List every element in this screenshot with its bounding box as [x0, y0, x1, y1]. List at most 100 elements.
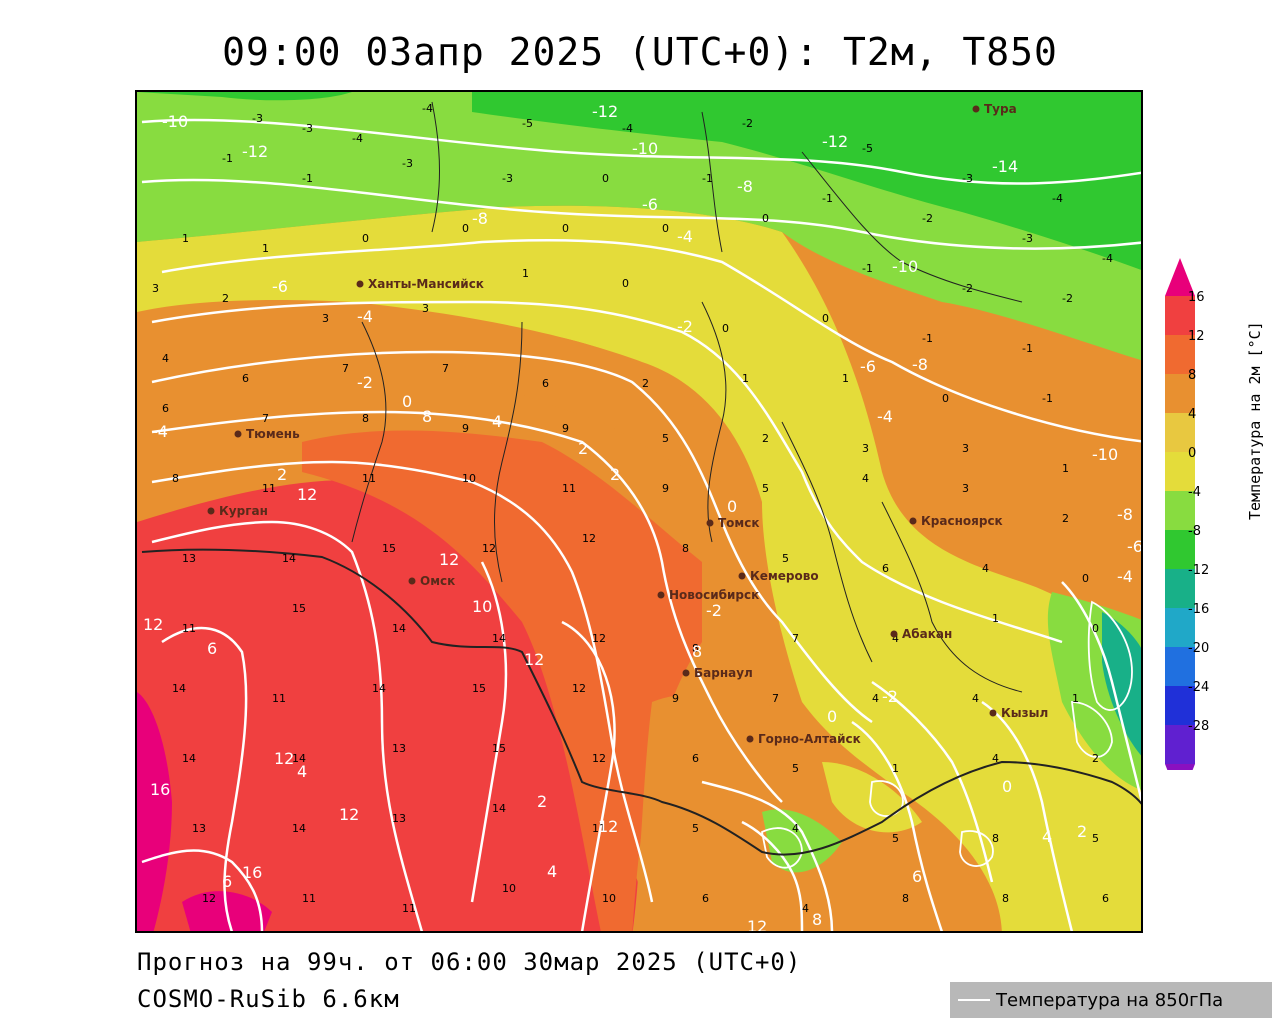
city-label: Абакан	[902, 627, 952, 641]
city-label: Омск	[420, 574, 455, 588]
svg-text:-4: -4	[1117, 567, 1133, 586]
colorbar-tick-label: -28	[1188, 719, 1210, 734]
city-dot	[657, 591, 665, 599]
svg-text:14: 14	[392, 622, 406, 635]
city-label: Красноярск	[921, 514, 1003, 528]
svg-text:2: 2	[277, 465, 287, 484]
colorbar-segment	[1165, 569, 1195, 608]
svg-text:12: 12	[592, 632, 606, 645]
svg-text:-3: -3	[962, 172, 973, 185]
colorbar-tick-label: 16	[1188, 290, 1205, 305]
svg-text:12: 12	[598, 817, 618, 836]
svg-text:7: 7	[792, 632, 799, 645]
svg-text:12: 12	[297, 485, 317, 504]
svg-text:10: 10	[462, 472, 476, 485]
svg-text:5: 5	[692, 822, 699, 835]
svg-text:-12: -12	[242, 142, 268, 161]
svg-text:6: 6	[242, 372, 249, 385]
svg-text:-10: -10	[162, 112, 188, 131]
svg-text:5: 5	[662, 432, 669, 445]
svg-text:-4: -4	[357, 307, 373, 326]
colorbar-segment	[1165, 530, 1195, 569]
svg-text:9: 9	[462, 422, 469, 435]
svg-text:1: 1	[182, 232, 189, 245]
svg-text:14: 14	[372, 682, 386, 695]
svg-text:11: 11	[362, 472, 376, 485]
svg-text:12: 12	[524, 650, 544, 669]
city-label: Ханты-Мансийск	[368, 277, 484, 291]
city-dot	[890, 630, 898, 638]
svg-text:4: 4	[1042, 827, 1052, 846]
svg-text:-2: -2	[357, 373, 373, 392]
svg-text:1: 1	[992, 612, 999, 625]
svg-text:0: 0	[942, 392, 949, 405]
svg-text:-2: -2	[677, 317, 693, 336]
colorbar-title: Температура на 2м [°C]	[1246, 321, 1264, 520]
svg-text:14: 14	[282, 552, 296, 565]
svg-text:12: 12	[747, 917, 767, 931]
temperature-field: -3 -3 -4 -4 -5 -4 -2 -5 -3 -4 -1 -1 -3 -3 0 -1 -1 -2 -3 -4…	[137, 92, 1141, 931]
city-dot	[356, 280, 364, 288]
forecast-map[interactable]: -3 -3 -4 -4 -5 -4 -2 -5 -3 -4 -1 -1 -3 -3 0 -1 -1 -2 -3 -4…	[135, 90, 1143, 933]
svg-text:-6: -6	[1127, 537, 1141, 556]
legend-box: Температура на 850гПа	[950, 982, 1272, 1018]
svg-text:14: 14	[172, 682, 186, 695]
svg-text:-4: -4	[622, 122, 633, 135]
svg-text:0: 0	[1092, 622, 1099, 635]
svg-text:8: 8	[682, 542, 689, 555]
svg-text:14: 14	[492, 802, 506, 815]
svg-text:12: 12	[572, 682, 586, 695]
svg-text:3: 3	[962, 442, 969, 455]
svg-text:4: 4	[492, 412, 502, 431]
svg-text:-5: -5	[522, 117, 533, 130]
svg-text:3: 3	[862, 442, 869, 455]
isotherm-lines	[141, 118, 1141, 931]
svg-text:8: 8	[362, 412, 369, 425]
svg-text:2: 2	[537, 792, 547, 811]
svg-text:3: 3	[962, 482, 969, 495]
svg-text:8: 8	[1002, 892, 1009, 905]
svg-text:4: 4	[892, 632, 899, 645]
svg-text:7: 7	[262, 412, 269, 425]
colorbar-tick-label: -20	[1188, 641, 1210, 656]
svg-text:12: 12	[339, 805, 359, 824]
svg-text:15: 15	[382, 542, 396, 555]
svg-text:-3: -3	[402, 157, 413, 170]
svg-text:10: 10	[602, 892, 616, 905]
svg-text:1: 1	[522, 267, 529, 280]
svg-text:6: 6	[162, 402, 169, 415]
svg-text:12: 12	[274, 749, 294, 768]
svg-text:8: 8	[172, 472, 179, 485]
svg-text:13: 13	[192, 822, 206, 835]
svg-text:14: 14	[182, 752, 196, 765]
legend-label: Температура на 850гПа	[996, 989, 1224, 1011]
svg-text:8: 8	[422, 407, 432, 426]
svg-text:-1: -1	[702, 172, 713, 185]
svg-text:15: 15	[492, 742, 506, 755]
svg-text:11: 11	[562, 482, 576, 495]
svg-text:14: 14	[492, 632, 506, 645]
svg-text:8: 8	[812, 910, 822, 929]
svg-text:-8: -8	[912, 355, 928, 374]
svg-text:-4: -4	[1102, 252, 1113, 265]
city-label: Кемерово	[750, 569, 819, 583]
city-dot	[909, 517, 917, 525]
colorbar-tick-label: -16	[1188, 602, 1210, 617]
city-dot	[682, 669, 690, 677]
svg-text:-1: -1	[1022, 342, 1033, 355]
svg-text:5: 5	[782, 552, 789, 565]
svg-text:-3: -3	[502, 172, 513, 185]
colorbar-segment	[1165, 647, 1195, 686]
svg-text:-1: -1	[862, 262, 873, 275]
svg-text:13: 13	[182, 552, 196, 565]
svg-text:2: 2	[1077, 822, 1087, 841]
svg-text:1: 1	[262, 242, 269, 255]
svg-text:-12: -12	[822, 132, 848, 151]
svg-text:7: 7	[772, 692, 779, 705]
svg-text:14: 14	[292, 752, 306, 765]
svg-text:4: 4	[162, 352, 169, 365]
svg-text:11: 11	[272, 692, 286, 705]
city-dot	[746, 735, 754, 743]
colorbar-tick-label: -12	[1188, 563, 1210, 578]
city-label: Барнаул	[694, 666, 753, 680]
